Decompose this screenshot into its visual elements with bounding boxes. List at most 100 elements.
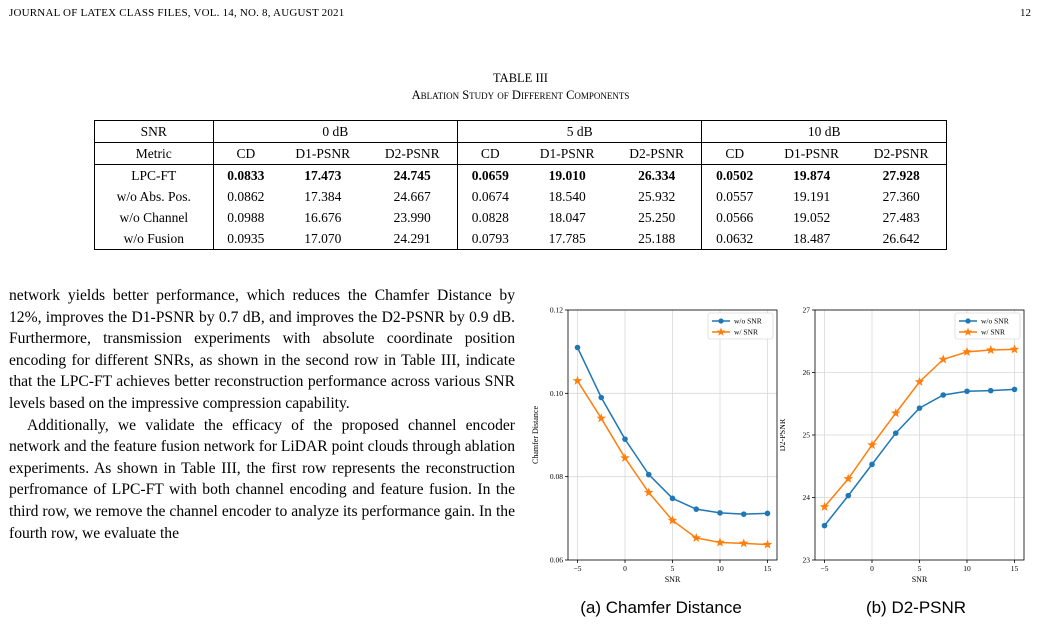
data-point xyxy=(645,471,652,478)
metric-header: D1-PSNR xyxy=(278,142,368,165)
row-name: LPC-FT xyxy=(94,164,214,186)
chamfer-distance-chart: −5 0 5 10 15 0.06 0.08 0.10 0.12 SNR Chamfer Dista… xyxy=(531,306,778,584)
table-label: TABLE III xyxy=(493,71,548,85)
y-tick-label: 25 xyxy=(803,431,811,440)
table-cell: 23.990 xyxy=(367,207,459,228)
data-point xyxy=(622,436,628,442)
table-cell: 0.0988 xyxy=(227,209,265,225)
page-number: 12 xyxy=(1020,7,1031,19)
data-point xyxy=(691,532,702,542)
data-point xyxy=(843,473,854,483)
data-point xyxy=(715,537,725,547)
data-point xyxy=(890,408,901,418)
x-tick-label: 15 xyxy=(1011,564,1019,573)
table-cell: 24.291 xyxy=(367,228,459,250)
data-point xyxy=(572,375,583,385)
table-cell: 25.932 xyxy=(611,186,703,207)
legend-marker xyxy=(965,318,971,324)
x-axis-label: SNR xyxy=(912,575,928,584)
table-cell: 27.360 xyxy=(856,186,948,207)
x-tick-label: 15 xyxy=(764,564,772,573)
row-name: w/o Channel xyxy=(94,207,214,228)
data-point xyxy=(916,405,923,411)
table-cell: 0.0828 xyxy=(471,209,509,225)
table-cell: 18.487 xyxy=(766,228,857,250)
data-point xyxy=(821,522,828,529)
metric-header: D2-PSNR xyxy=(856,142,948,165)
table-cell: 0.0862 xyxy=(227,188,265,204)
paragraph: Additionally, we validate the efficacy o… xyxy=(9,416,515,542)
data-point xyxy=(938,354,949,364)
table-cell: 0.0935 xyxy=(213,228,279,250)
x-tick-label: 10 xyxy=(716,564,724,573)
y-tick-label: 26 xyxy=(803,368,811,377)
paragraph: network yields better performance, which… xyxy=(9,287,515,412)
x-tick-label: −5 xyxy=(574,564,582,573)
y-tick-label: 0.10 xyxy=(550,389,563,398)
table-cell: 0.0632 xyxy=(701,228,767,250)
table-row: w/o Fusion 0.0935 17.070 24.291 0.0793 1… xyxy=(94,228,948,250)
data-point xyxy=(717,510,723,516)
x-tick-label: 10 xyxy=(963,564,971,573)
table-row: w/o Channel 0.0988 16.676 23.990 0.0828 … xyxy=(94,207,948,228)
data-point xyxy=(962,346,972,356)
table-cell: 0.0557 xyxy=(716,188,754,204)
metric-header: D2-PSNR xyxy=(367,142,459,165)
table-cell: 0.0566 xyxy=(716,209,754,225)
table-cell: 24.667 xyxy=(367,186,459,207)
data-point xyxy=(740,511,747,517)
row-name: w/o Abs. Pos. xyxy=(94,186,214,207)
data-point xyxy=(596,413,607,423)
y-tick-label: 27 xyxy=(803,306,811,315)
table-cell: 25.188 xyxy=(611,228,703,250)
legend-marker xyxy=(716,327,726,336)
table-caption: TABLE III Ablation Study of Different Co… xyxy=(0,70,1041,104)
subcaption-a: (a) Chamfer Distance xyxy=(580,598,742,617)
metric-header: D1-PSNR xyxy=(522,142,612,165)
table-cell: 19.874 xyxy=(793,167,831,183)
data-point xyxy=(819,501,830,511)
table-cell: 0.0793 xyxy=(457,228,523,250)
legend-label: w/ SNR xyxy=(981,328,1005,337)
data-point xyxy=(693,506,700,512)
legend-label: w/o SNR xyxy=(981,317,1009,326)
data-point xyxy=(914,376,925,386)
x-tick-label: 0 xyxy=(870,564,874,573)
legend-marker xyxy=(718,318,724,324)
row-name: w/o Fusion xyxy=(94,228,214,250)
data-point xyxy=(762,539,773,549)
table-cell: 27.928 xyxy=(856,164,948,186)
table-row: LPC-FT 0.0833 17.473 24.745 0.0659 19.01… xyxy=(94,164,948,186)
table-cell: 19.191 xyxy=(793,188,831,204)
metric-header: CD xyxy=(701,142,767,165)
snr-group-10: 10 dB xyxy=(701,120,947,143)
x-tick-label: −5 xyxy=(821,564,829,573)
running-head: JOURNAL OF LATEX CLASS FILES, VOL. 14, N… xyxy=(9,7,345,19)
data-point xyxy=(869,461,875,468)
y-axis-label: D2-PSNR xyxy=(780,418,787,451)
data-point xyxy=(987,387,994,394)
table-cell: 18.047 xyxy=(548,209,586,225)
table-cell: 17.473 xyxy=(304,167,342,183)
data-point xyxy=(574,344,581,351)
x-axis-label: SNR xyxy=(665,575,681,584)
table-cell: 24.745 xyxy=(367,164,459,186)
y-tick-label: 0.08 xyxy=(550,472,563,481)
chamfer-distance-plot: −5 0 5 10 15 0.06 0.08 0.10 0.12 SNR Chamfer Dista… xyxy=(530,300,792,590)
metric-header: D2-PSNR xyxy=(611,142,703,165)
table-cell: 17.070 xyxy=(278,228,368,250)
snr-header-cell: SNR xyxy=(94,120,214,143)
y-tick-label: 23 xyxy=(803,556,811,565)
d2-psnr-plot: −5 0 5 10 15 23 24 25 26 27 SNR D2-PSNR w/o SNR w/ SN… xyxy=(780,300,1041,590)
table-cell: 0.0833 xyxy=(227,167,265,183)
table-row: w/o Abs. Pos. 0.0862 17.384 24.667 0.067… xyxy=(94,186,948,207)
x-tick-label: 5 xyxy=(918,564,922,573)
data-point xyxy=(867,440,877,450)
legend-marker xyxy=(963,327,973,336)
metric-header: D1-PSNR xyxy=(766,142,857,165)
data-point xyxy=(964,388,970,395)
data-point xyxy=(940,392,947,398)
table-cell: 0.0659 xyxy=(471,167,509,183)
data-point xyxy=(620,452,630,462)
metric-header: CD xyxy=(457,142,523,165)
